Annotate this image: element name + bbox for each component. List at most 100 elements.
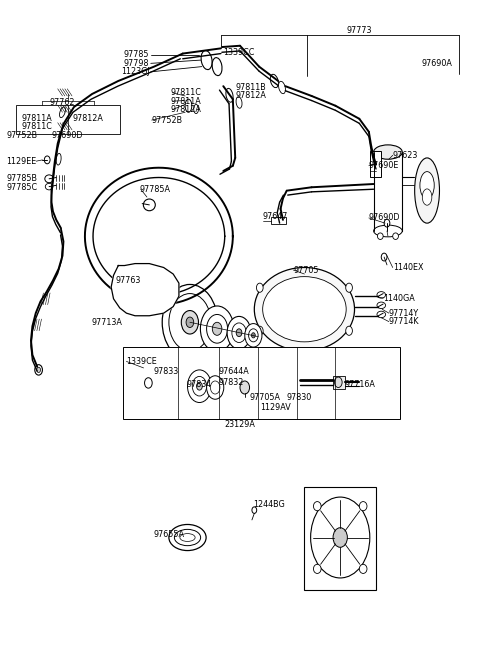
Text: 97763: 97763 [116, 276, 141, 285]
Bar [16, 105, 120, 134]
Circle shape [256, 326, 263, 335]
Ellipse shape [194, 104, 199, 113]
Text: 97832: 97832 [218, 379, 244, 388]
Circle shape [245, 324, 262, 347]
Text: 97773: 97773 [347, 26, 372, 35]
Ellipse shape [254, 267, 355, 351]
Bar [333, 376, 345, 389]
Ellipse shape [377, 233, 383, 240]
Text: 1129AV: 1129AV [260, 403, 291, 412]
Bar [373, 154, 402, 231]
Ellipse shape [373, 145, 402, 159]
Text: 97785A: 97785A [140, 185, 171, 194]
Text: 97834: 97834 [187, 380, 212, 389]
Text: 97833: 97833 [153, 367, 179, 377]
Ellipse shape [393, 233, 398, 240]
Ellipse shape [56, 153, 61, 165]
Circle shape [333, 528, 348, 548]
Circle shape [162, 284, 217, 360]
Text: 97647: 97647 [263, 212, 288, 221]
Ellipse shape [313, 565, 321, 573]
Circle shape [36, 367, 40, 373]
Text: 97762: 97762 [49, 98, 74, 107]
Text: 97705: 97705 [293, 266, 319, 274]
Circle shape [200, 306, 234, 352]
Text: 97811B: 97811B [235, 83, 266, 92]
Text: 97752B: 97752B [152, 115, 183, 124]
Circle shape [249, 329, 258, 342]
Ellipse shape [212, 58, 222, 75]
Text: 1339CE: 1339CE [126, 357, 157, 366]
Text: 97623: 97623 [393, 151, 418, 160]
Circle shape [240, 381, 250, 394]
Ellipse shape [169, 525, 206, 551]
Circle shape [381, 253, 387, 261]
Text: 97713A: 97713A [91, 318, 122, 328]
Circle shape [232, 323, 246, 343]
Circle shape [169, 293, 211, 351]
Circle shape [236, 329, 242, 337]
Ellipse shape [45, 183, 53, 190]
Text: 97716A: 97716A [344, 380, 375, 389]
Circle shape [212, 322, 222, 335]
Text: 97655A: 97655A [153, 531, 184, 540]
Text: 97714K: 97714K [389, 317, 420, 326]
Circle shape [35, 365, 42, 375]
Ellipse shape [313, 502, 321, 511]
Text: 97785B: 97785B [6, 174, 37, 183]
Ellipse shape [180, 534, 195, 542]
Text: 97811C: 97811C [22, 122, 52, 131]
Ellipse shape [420, 172, 434, 199]
Circle shape [206, 376, 224, 400]
Ellipse shape [270, 74, 278, 88]
Circle shape [206, 314, 228, 343]
Ellipse shape [360, 565, 367, 573]
Ellipse shape [236, 97, 242, 108]
Text: 97798: 97798 [124, 59, 149, 68]
Ellipse shape [185, 99, 192, 112]
Circle shape [144, 378, 152, 388]
Text: 1140EX: 1140EX [393, 263, 423, 272]
Text: 97812A: 97812A [171, 105, 202, 114]
Text: 1123GJ: 1123GJ [120, 67, 149, 77]
Circle shape [304, 271, 309, 278]
Circle shape [227, 316, 251, 349]
Ellipse shape [422, 189, 432, 205]
Text: 97690D: 97690D [369, 214, 400, 223]
Ellipse shape [263, 276, 346, 342]
Ellipse shape [415, 158, 440, 223]
Bar [123, 347, 400, 419]
Text: 97811C: 97811C [171, 88, 202, 97]
Text: 1339CC: 1339CC [223, 48, 255, 57]
Bar [370, 151, 381, 178]
Circle shape [181, 310, 199, 334]
Text: 97690A: 97690A [421, 59, 452, 68]
Text: 97644A: 97644A [218, 367, 249, 377]
Circle shape [311, 497, 370, 578]
Circle shape [384, 219, 390, 227]
Bar [271, 217, 286, 225]
Circle shape [210, 381, 220, 394]
Circle shape [346, 283, 352, 292]
Circle shape [192, 377, 206, 396]
Text: 23129A: 23129A [225, 420, 255, 428]
Circle shape [44, 156, 50, 164]
Polygon shape [111, 263, 179, 316]
Ellipse shape [377, 311, 385, 318]
Ellipse shape [45, 175, 53, 183]
Ellipse shape [226, 88, 233, 102]
Circle shape [256, 283, 263, 292]
Ellipse shape [377, 302, 385, 309]
Ellipse shape [278, 81, 286, 94]
Circle shape [197, 383, 202, 390]
Text: 97690E: 97690E [369, 161, 399, 170]
Text: 1244BG: 1244BG [253, 500, 285, 510]
Text: 97812A: 97812A [235, 92, 266, 100]
Circle shape [186, 317, 194, 328]
Ellipse shape [144, 199, 156, 211]
Circle shape [335, 377, 342, 388]
Circle shape [346, 326, 352, 335]
Text: 97752B: 97752B [6, 131, 37, 140]
Text: 97785: 97785 [124, 50, 149, 60]
Text: 1140GA: 1140GA [383, 293, 415, 303]
